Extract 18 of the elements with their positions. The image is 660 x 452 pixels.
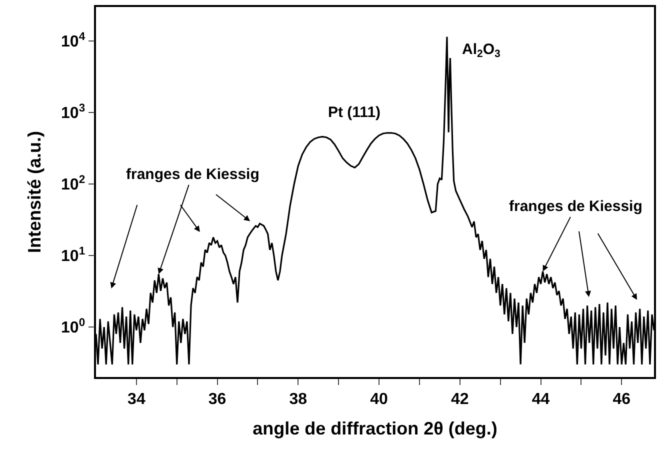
x-tick-label: 38 <box>289 390 308 408</box>
annotation: Al$_{2}$O$_{3}$ <box>462 41 501 60</box>
x-tick-label: 44 <box>532 390 550 408</box>
annotation: franges de Kiessig <box>509 198 642 215</box>
x-tick-label: 36 <box>208 390 226 408</box>
x-axis-title: angle de diffraction 2θ (deg.) <box>252 418 498 439</box>
x-tick-label: 34 <box>128 390 146 408</box>
annotation: Pt (111) <box>328 104 381 121</box>
x-tick-label: 42 <box>451 390 469 408</box>
y-tick-label: 10$^{4}$ <box>61 30 86 51</box>
y-tick-label: 10$^{2}$ <box>61 174 86 194</box>
x-tick-label: 46 <box>612 390 631 408</box>
x-tick-label: 40 <box>370 390 388 408</box>
y-tick-label: 10$^{1}$ <box>61 245 86 266</box>
y-tick-label: 10$^{3}$ <box>61 102 86 122</box>
y-axis-title: Intensité (a.u.) <box>24 130 45 254</box>
y-tick-label: 10$^{0}$ <box>61 316 86 337</box>
annotation: franges de Kiessig <box>126 166 260 183</box>
